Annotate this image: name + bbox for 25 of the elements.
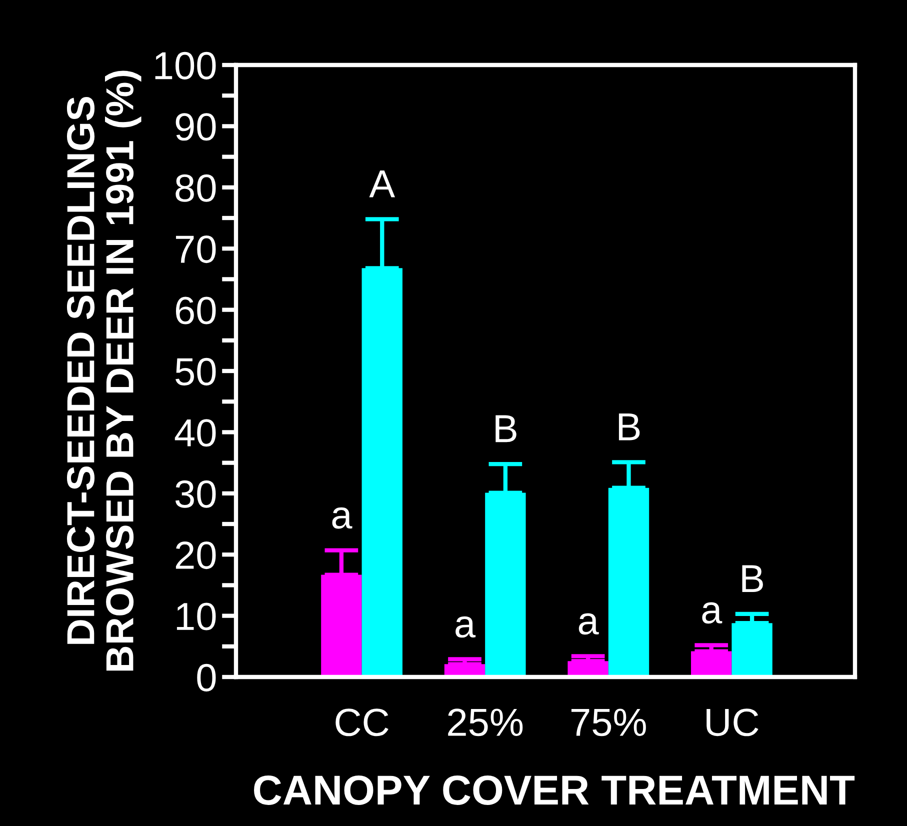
x-tick-label: 75% [571,708,646,736]
annotation: a [578,613,599,635]
annotation: a [456,616,476,638]
x-tick-label: CC [336,708,388,736]
y-tick-label: 100 [155,52,216,80]
y-tick-label: 60 [176,296,216,324]
annotation: A [369,170,396,198]
y-tick-label: 0 [197,664,216,692]
annotation: a [702,602,722,624]
annotation: a [332,507,352,529]
annotation: B [496,415,516,442]
y-tick-label: 20 [176,542,216,570]
y-tick-label: 70 [176,236,216,264]
y-axis-title: DIRECT-SEEDED SEEDLINGS BROWSED BY DEER IN 1991 (%) [66,70,142,671]
y-tick-label: 50 [176,358,216,386]
x-axis-title: CANOPY COVER TREATMENT [254,775,855,805]
y-tick-label: 80 [176,174,216,202]
x-tick-label: 25% [448,708,523,736]
y-tick-label: 10 [176,602,216,630]
y-tick-label: 30 [175,480,216,508]
annotation: B [742,565,763,592]
annotation: B [618,413,640,440]
y-tick-label: 90 [176,113,216,141]
x-tick-label: UC [706,708,758,736]
y-tick-label: 40 [174,419,216,447]
